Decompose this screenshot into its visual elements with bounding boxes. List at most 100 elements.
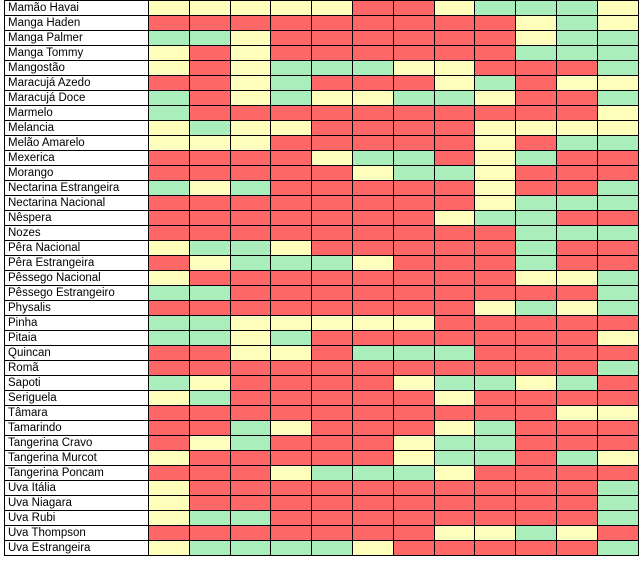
season-cell: [188, 195, 231, 211]
season-cell: [351, 270, 394, 286]
season-cell: [474, 315, 517, 331]
season-cell: [311, 420, 353, 436]
fruit-name: Quincan: [4, 345, 149, 361]
season-cell: [555, 300, 598, 316]
season-cell: [229, 45, 272, 61]
season-cell: [515, 180, 557, 196]
season-cell: [596, 150, 639, 166]
season-cell: [555, 510, 598, 526]
season-cell: [351, 120, 394, 136]
season-cell: [433, 225, 476, 241]
season-cell: [555, 420, 598, 436]
season-cell: [433, 120, 476, 136]
season-cell: [392, 60, 435, 76]
season-cell: [270, 510, 313, 526]
season-cell: [555, 120, 598, 136]
season-cell: [474, 195, 517, 211]
season-cell: [351, 180, 394, 196]
table-row: Tamarindo: [4, 420, 639, 436]
season-cell: [474, 435, 517, 451]
season-cell: [351, 45, 394, 61]
season-cell: [596, 60, 639, 76]
season-cell: [351, 135, 394, 151]
season-cell: [148, 360, 190, 376]
fruit-name: Seriguela: [4, 390, 149, 406]
season-cell: [148, 405, 190, 421]
season-cell: [392, 75, 435, 91]
season-cell: [229, 165, 272, 181]
season-cell: [596, 0, 639, 16]
fruit-name: Nêspera: [4, 210, 149, 226]
season-cell: [270, 480, 313, 496]
season-cell: [596, 525, 639, 541]
table-row: Pinha: [4, 315, 639, 331]
season-cell: [474, 0, 517, 16]
season-cell: [148, 30, 190, 46]
season-cell: [555, 405, 598, 421]
season-cell: [555, 315, 598, 331]
season-cell: [351, 390, 394, 406]
table-row: Nectarina Estrangeira: [4, 180, 639, 196]
season-cell: [311, 210, 353, 226]
season-cell: [555, 210, 598, 226]
season-cell: [515, 60, 557, 76]
season-cell: [229, 300, 272, 316]
season-cell: [311, 285, 353, 301]
season-cell: [474, 450, 517, 466]
season-cell: [229, 210, 272, 226]
fruit-name: Uva Itália: [4, 480, 149, 496]
season-cell: [392, 45, 435, 61]
season-cell: [188, 180, 231, 196]
season-cell: [270, 360, 313, 376]
season-cell: [596, 420, 639, 436]
season-cell: [392, 15, 435, 31]
season-cell: [229, 180, 272, 196]
season-cell: [311, 90, 353, 106]
season-cell: [596, 255, 639, 271]
table-row: Maracujá Azedo: [4, 75, 639, 91]
season-cell: [188, 60, 231, 76]
season-cell: [351, 105, 394, 121]
season-cell: [351, 510, 394, 526]
season-cell: [555, 450, 598, 466]
season-cell: [229, 0, 272, 16]
season-cell: [270, 30, 313, 46]
season-cell: [270, 45, 313, 61]
season-cell: [311, 60, 353, 76]
season-cell: [270, 165, 313, 181]
season-cell: [188, 120, 231, 136]
season-cell: [392, 495, 435, 511]
season-cell: [392, 210, 435, 226]
season-cell: [270, 345, 313, 361]
season-cell: [188, 450, 231, 466]
season-cell: [188, 300, 231, 316]
season-cell: [188, 375, 231, 391]
season-cell: [433, 210, 476, 226]
season-cell: [555, 345, 598, 361]
season-cell: [270, 435, 313, 451]
season-cell: [148, 495, 190, 511]
season-cell: [148, 450, 190, 466]
fruit-name: Melão Amarelo: [4, 135, 149, 151]
table-row: Physalis: [4, 300, 639, 316]
fruit-name: Physalis: [4, 300, 149, 316]
season-cell: [474, 210, 517, 226]
season-cell: [188, 270, 231, 286]
season-cell: [311, 75, 353, 91]
season-cell: [596, 240, 639, 256]
season-cell: [474, 135, 517, 151]
season-cell: [392, 285, 435, 301]
season-cell: [596, 540, 639, 556]
table-row: Tangerina Cravo: [4, 435, 639, 451]
season-cell: [555, 15, 598, 31]
season-cell: [351, 420, 394, 436]
season-cell: [229, 435, 272, 451]
fruit-name: Sapoti: [4, 375, 149, 391]
season-cell: [270, 195, 313, 211]
season-cell: [311, 465, 353, 481]
season-cell: [392, 540, 435, 556]
season-cell: [555, 135, 598, 151]
season-cell: [555, 540, 598, 556]
fruit-name: Marmelo: [4, 105, 149, 121]
season-cell: [474, 420, 517, 436]
